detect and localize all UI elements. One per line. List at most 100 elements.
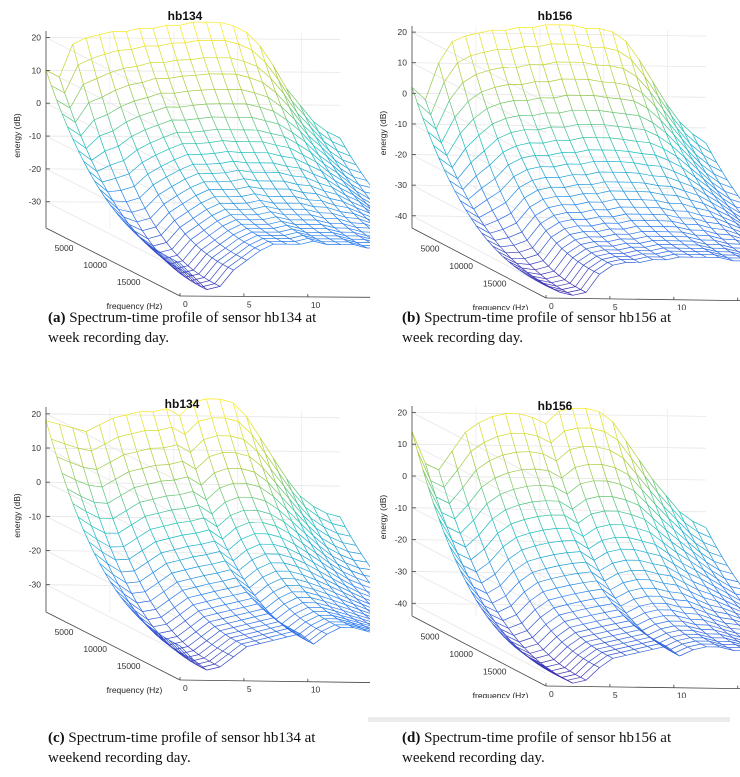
mesh-line [235,522,250,529]
mesh-line [254,92,269,98]
mesh-line [273,110,287,121]
mesh-line [152,408,167,413]
mesh-line [168,212,175,221]
mesh-line [334,205,341,212]
mesh-line [211,607,218,614]
mesh-line [174,211,189,221]
mesh-line [350,222,357,228]
mesh-line [273,636,287,641]
mesh-line [246,250,261,261]
mesh-line [738,233,740,237]
mesh-line [185,657,191,662]
mesh-line [700,643,707,648]
mesh-line [254,613,269,618]
mesh-line [320,146,328,157]
mesh-line [280,537,288,549]
mesh-line [69,462,76,480]
mesh-line [684,244,691,249]
mesh-line [313,228,320,233]
mesh-line [524,273,531,278]
mesh-line [123,66,137,69]
mesh-line [264,453,271,469]
mesh-line [727,593,740,601]
mesh-line [516,64,530,68]
mesh-line [727,179,734,189]
mesh-line [289,188,303,193]
mesh-line [641,92,648,109]
mesh-line [721,216,728,224]
mesh-line [329,172,343,182]
mesh-line [262,466,277,484]
mesh-line [497,523,512,534]
mesh-line [494,477,501,495]
mesh-line [543,587,557,593]
mesh-line [566,493,573,510]
mesh-line [364,191,370,194]
mesh-line [660,555,667,567]
mesh-line [334,159,349,169]
mesh-line [198,257,213,275]
mesh-line [190,59,197,76]
mesh-line [198,504,212,515]
mesh-line [243,568,258,580]
mesh-line [192,402,199,422]
mesh-line [521,622,528,631]
mesh-line [711,247,718,252]
mesh-line [727,613,734,620]
mesh-line [91,450,98,470]
mesh-line [697,589,712,595]
mesh-line [542,636,557,650]
mesh-line [214,467,228,474]
mesh-line [264,453,279,473]
mesh-line [459,133,466,149]
mesh-line [684,551,699,562]
mesh-line [291,100,306,117]
mesh-line [214,89,221,104]
mesh-line [259,200,266,207]
mesh-line [662,109,669,123]
mesh-line [513,265,520,271]
mesh-line [107,563,114,575]
mesh-line [631,246,637,251]
mesh-line [612,562,619,574]
mesh-line [662,148,670,161]
mesh-line [209,264,223,281]
mesh-line [646,503,653,518]
mesh-line [115,589,130,603]
mesh-line [302,192,309,201]
mesh-line [553,253,568,272]
mesh-line [692,240,707,245]
mesh-line [153,623,167,628]
mesh-line [673,564,680,575]
mesh-line [198,566,205,576]
mesh-line [206,253,213,259]
mesh-line [326,179,341,189]
chart-title: hb134 [168,9,203,23]
mesh-line [591,181,605,186]
mesh-line [147,552,162,563]
mesh-line [620,652,627,656]
mesh-line [631,636,637,641]
mesh-line [75,479,89,486]
mesh-line [494,574,501,586]
mesh-line [449,487,464,504]
mesh-line [572,499,587,510]
mesh-line [449,503,456,520]
mesh-line [577,43,592,48]
mesh-line [214,540,229,551]
mesh-line [598,411,613,422]
mesh-line [141,468,148,485]
mesh-line [585,605,600,610]
mesh-line [150,136,164,144]
mesh-line [521,157,528,170]
mesh-line [724,248,739,253]
mesh-line [187,91,194,106]
mesh-line [307,135,314,146]
mesh-line [313,589,320,596]
caption-label-d: (d) [402,730,421,746]
mesh-line [521,469,528,487]
mesh-line [719,617,726,624]
mesh-line [505,581,520,597]
mesh-line [64,443,79,449]
mesh-line [513,645,520,651]
